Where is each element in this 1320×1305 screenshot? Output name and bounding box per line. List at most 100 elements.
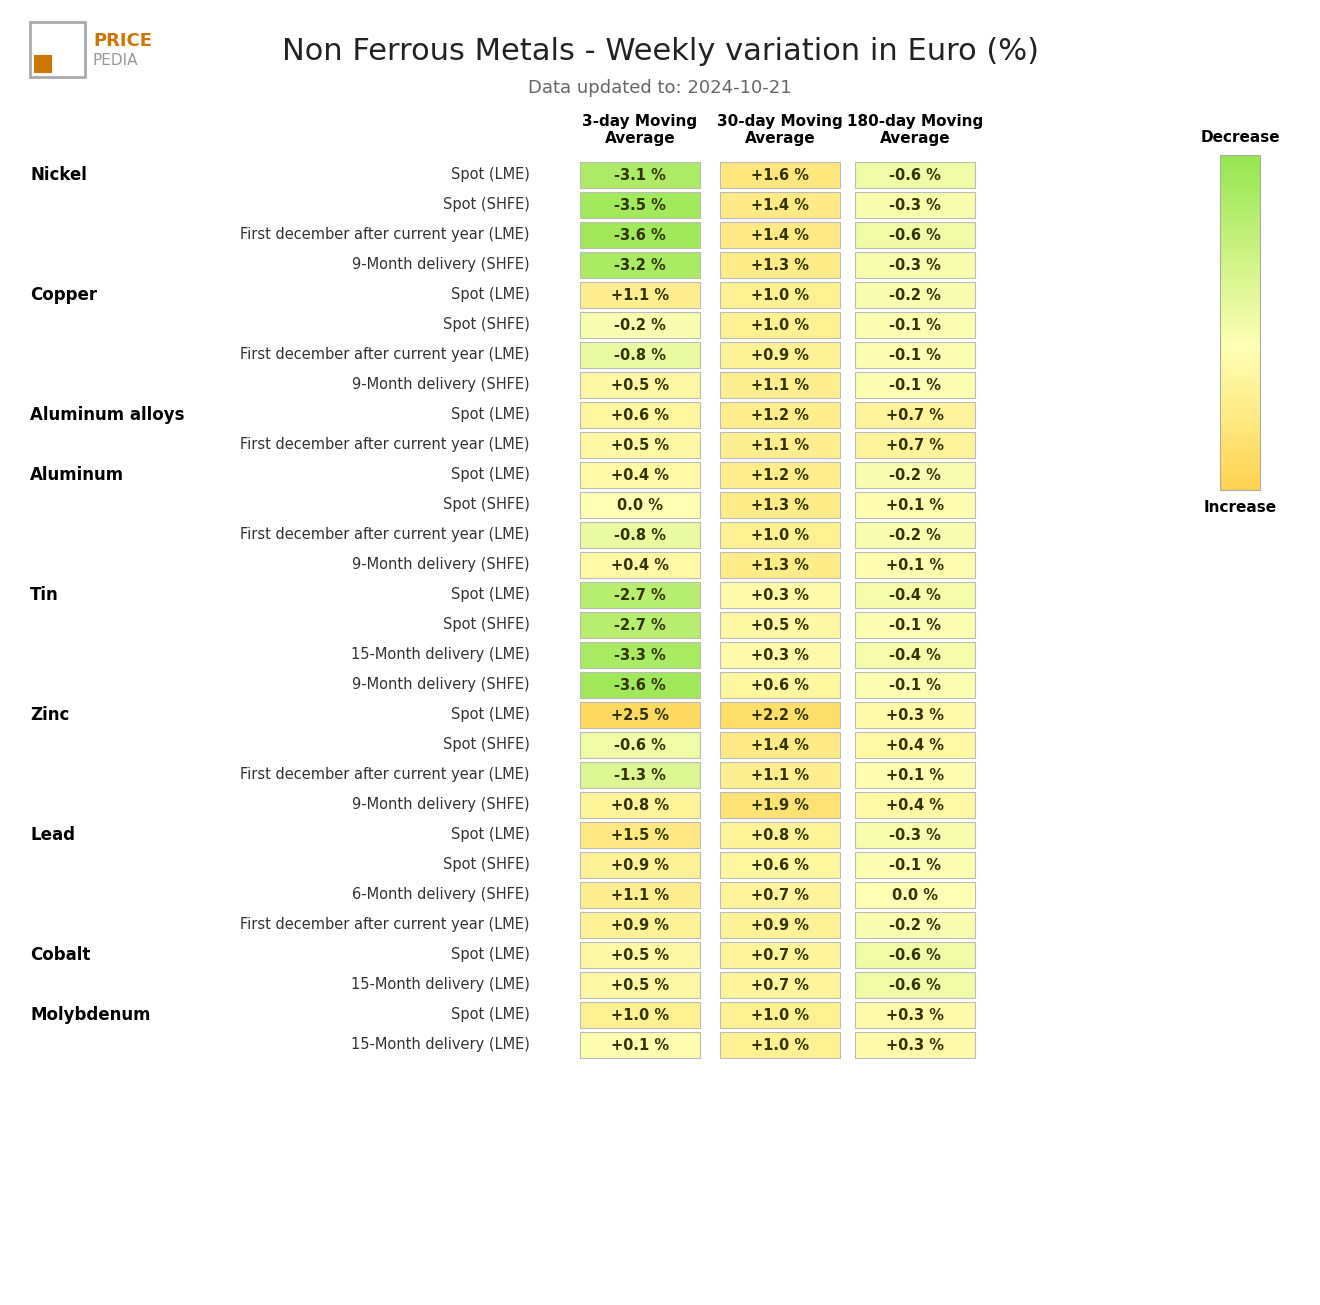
Bar (1220, 234, 1261, 236)
FancyBboxPatch shape (579, 882, 700, 908)
Bar (1220, 179, 1261, 180)
Bar (1220, 191, 1261, 192)
Text: -0.2 %: -0.2 % (890, 919, 941, 933)
FancyBboxPatch shape (719, 882, 840, 908)
Bar (1220, 262, 1261, 265)
Bar (1220, 441, 1261, 444)
Bar (1220, 249, 1261, 251)
Bar (1220, 163, 1261, 166)
Text: Spot (LME): Spot (LME) (451, 587, 531, 603)
Bar (1220, 324, 1261, 326)
Bar (1220, 202, 1261, 204)
Text: +0.1 %: +0.1 % (886, 559, 944, 573)
Bar (1220, 482, 1261, 484)
FancyBboxPatch shape (579, 312, 700, 338)
Bar (1220, 475, 1261, 478)
Bar (1220, 452, 1261, 454)
Text: PEDIA: PEDIA (92, 54, 139, 68)
FancyBboxPatch shape (719, 582, 840, 608)
FancyBboxPatch shape (855, 912, 975, 938)
FancyBboxPatch shape (855, 282, 975, 308)
Bar (1220, 315, 1261, 316)
Bar (1220, 226, 1261, 227)
Text: +1.1 %: +1.1 % (751, 438, 809, 454)
Bar (1220, 243, 1261, 244)
Bar (1220, 316, 1261, 318)
Text: Spot (LME): Spot (LME) (451, 287, 531, 303)
Bar (1220, 185, 1261, 188)
Bar (1220, 247, 1261, 249)
Text: Data updated to: 2024-10-21: Data updated to: 2024-10-21 (528, 80, 792, 97)
FancyBboxPatch shape (579, 612, 700, 638)
FancyBboxPatch shape (855, 852, 975, 878)
Text: +0.3 %: +0.3 % (886, 1039, 944, 1053)
Text: +0.9 %: +0.9 % (751, 348, 809, 364)
Text: -0.1 %: -0.1 % (888, 619, 941, 633)
Bar (1220, 240, 1261, 243)
Text: +1.3 %: +1.3 % (751, 258, 809, 274)
FancyBboxPatch shape (579, 642, 700, 668)
Bar (1220, 238, 1261, 239)
Bar (1220, 457, 1261, 458)
Text: Tin: Tin (30, 586, 59, 604)
Bar (1220, 286, 1261, 288)
Bar (1220, 388, 1261, 390)
Text: -0.1 %: -0.1 % (888, 348, 941, 364)
Text: +0.4 %: +0.4 % (886, 739, 944, 753)
FancyBboxPatch shape (579, 792, 700, 818)
FancyBboxPatch shape (855, 972, 975, 998)
Bar (1220, 211, 1261, 214)
Text: 6-Month delivery (SHFE): 6-Month delivery (SHFE) (352, 887, 531, 903)
Text: +0.4 %: +0.4 % (611, 468, 669, 483)
Bar (1220, 311, 1261, 313)
Bar (1220, 444, 1261, 445)
Text: -0.1 %: -0.1 % (888, 679, 941, 693)
Bar (1220, 358, 1261, 360)
Text: +1.0 %: +1.0 % (751, 1039, 809, 1053)
Bar (1220, 162, 1261, 164)
Text: Zinc: Zinc (30, 706, 70, 724)
Bar (1220, 282, 1261, 284)
Text: +0.3 %: +0.3 % (886, 1009, 944, 1023)
Bar (1220, 184, 1261, 185)
FancyBboxPatch shape (855, 1002, 975, 1028)
Bar (1220, 273, 1261, 274)
Text: -0.3 %: -0.3 % (890, 258, 941, 274)
Text: 3-day Moving
Average: 3-day Moving Average (582, 114, 697, 146)
Text: +0.1 %: +0.1 % (886, 769, 944, 783)
Text: Increase: Increase (1204, 501, 1276, 515)
FancyBboxPatch shape (855, 642, 975, 668)
FancyBboxPatch shape (855, 582, 975, 608)
Text: First december after current year (LME): First december after current year (LME) (240, 767, 531, 783)
Bar (1220, 345, 1261, 346)
Bar (1220, 355, 1261, 356)
Bar (1220, 356, 1261, 358)
Bar (1220, 483, 1261, 485)
Bar (1220, 222, 1261, 224)
Bar (1220, 467, 1261, 468)
Bar (1220, 415, 1261, 416)
Bar (1220, 217, 1261, 219)
FancyBboxPatch shape (719, 732, 840, 758)
Text: +1.6 %: +1.6 % (751, 168, 809, 184)
FancyBboxPatch shape (855, 1032, 975, 1058)
Bar (1220, 322, 1261, 325)
Bar (1220, 428, 1261, 431)
Bar (1220, 343, 1261, 345)
Text: +1.5 %: +1.5 % (611, 829, 669, 843)
FancyBboxPatch shape (855, 732, 975, 758)
FancyBboxPatch shape (855, 222, 975, 248)
FancyBboxPatch shape (579, 942, 700, 968)
Text: +0.5 %: +0.5 % (611, 979, 669, 993)
FancyBboxPatch shape (855, 882, 975, 908)
Bar (1220, 176, 1261, 179)
Bar (1220, 270, 1261, 273)
Text: +1.4 %: +1.4 % (751, 739, 809, 753)
Text: -0.8 %: -0.8 % (614, 529, 667, 543)
Bar (1220, 363, 1261, 365)
Text: -0.6 %: -0.6 % (890, 949, 941, 963)
Text: -3.3 %: -3.3 % (614, 649, 665, 663)
Bar (1220, 254, 1261, 256)
FancyBboxPatch shape (719, 252, 840, 278)
Bar (1220, 294, 1261, 296)
